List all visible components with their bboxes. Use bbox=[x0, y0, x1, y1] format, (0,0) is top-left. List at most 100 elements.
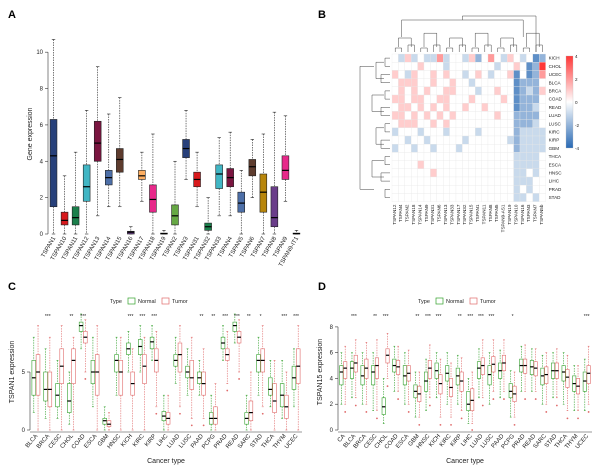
heatmap-cell bbox=[507, 53, 514, 63]
heatmap-cell bbox=[423, 94, 431, 104]
heatmap-cell bbox=[404, 111, 412, 120]
heatmap-cell bbox=[519, 144, 527, 153]
heatmap-cell bbox=[398, 70, 405, 79]
heatmap-row-label: KIRP bbox=[549, 138, 560, 143]
heatmap-legend-tick: -4 bbox=[575, 146, 580, 151]
heatmap-cell bbox=[532, 78, 540, 87]
heatmap-cell bbox=[391, 94, 399, 104]
heatmap-cell bbox=[494, 86, 501, 96]
heatmap-cell bbox=[532, 70, 540, 79]
heatmap-cell bbox=[487, 160, 495, 169]
panel-d-tumor-LIHC-box bbox=[470, 388, 475, 411]
heatmap-cell bbox=[417, 193, 425, 202]
heatmap-cell bbox=[443, 78, 450, 87]
panel-d-significance-label: * bbox=[512, 314, 514, 320]
heatmap-row-label: COAD bbox=[549, 97, 563, 102]
heatmap-cell bbox=[475, 144, 482, 153]
panel-d-outlier bbox=[418, 423, 421, 426]
panel-d-normal-CHOL-box bbox=[381, 397, 386, 415]
panel-c-normal-STAD-box bbox=[256, 354, 261, 373]
heatmap-col-label: TSPAN17 bbox=[456, 204, 461, 225]
heatmap-cell bbox=[411, 70, 418, 79]
heatmap-cell bbox=[519, 176, 527, 186]
heatmap-cell bbox=[411, 127, 418, 137]
heatmap-cell bbox=[436, 176, 444, 186]
panel-c-tumor-PCPG-box bbox=[213, 406, 218, 425]
heatmap-cell bbox=[449, 127, 457, 137]
heatmap-cell bbox=[449, 111, 457, 120]
panel-c-x-tick-label: HNSC bbox=[107, 433, 123, 450]
heatmap-cell bbox=[507, 176, 514, 186]
heatmap-cell bbox=[455, 152, 463, 161]
heatmap-cell bbox=[423, 70, 431, 79]
heatmap-cell bbox=[398, 103, 405, 112]
heatmap-cell bbox=[404, 86, 412, 96]
heatmap-cell bbox=[391, 160, 399, 169]
heatmap-cell bbox=[494, 160, 501, 169]
heatmap-cell bbox=[404, 103, 412, 112]
heatmap-cell bbox=[436, 185, 444, 194]
heatmap-cell bbox=[430, 168, 437, 178]
panel-c-outlier bbox=[261, 412, 264, 415]
panel-d-y-tick-label: 2 bbox=[330, 402, 334, 408]
heatmap-cell bbox=[513, 160, 521, 169]
heatmap-cell bbox=[404, 168, 412, 178]
heatmap-cell bbox=[430, 127, 437, 137]
heatmap-cell bbox=[519, 127, 527, 137]
heatmap-cell bbox=[519, 168, 527, 178]
heatmap-col-label: TSPAN5 bbox=[494, 204, 499, 222]
heatmap-cell bbox=[487, 144, 495, 153]
heatmap-cell bbox=[539, 127, 546, 137]
panel-d-normal-THCA-box bbox=[561, 365, 566, 382]
heatmap-cell bbox=[455, 119, 463, 128]
heatmap-cell bbox=[487, 78, 495, 87]
heatmap-cell bbox=[475, 53, 482, 63]
heatmap-cell bbox=[468, 193, 476, 202]
panel-a-y-tick-label: 2 bbox=[40, 196, 44, 202]
heatmap-cell bbox=[487, 127, 495, 137]
panel-d-outlier bbox=[503, 398, 505, 400]
panel-d-y-tick-label: 0 bbox=[330, 428, 334, 434]
heatmap-cell bbox=[539, 103, 546, 112]
heatmap-cell bbox=[411, 111, 418, 120]
panel-d-normal-BLCA-box bbox=[349, 361, 354, 379]
heatmap-cell bbox=[487, 168, 495, 178]
heatmap-cell bbox=[519, 111, 527, 120]
heatmap-cell bbox=[487, 119, 495, 128]
panel-d-outlier bbox=[365, 411, 368, 413]
heatmap-cell bbox=[462, 152, 469, 161]
panel-a-box-TSPAN1-box bbox=[49, 119, 58, 208]
heatmap-cell bbox=[468, 160, 476, 169]
heatmap-cell bbox=[455, 168, 463, 178]
heatmap-cell bbox=[539, 168, 546, 178]
heatmap-cell bbox=[462, 86, 469, 96]
heatmap-cell bbox=[411, 135, 418, 145]
heatmap-cell bbox=[481, 176, 489, 186]
heatmap-cell bbox=[430, 70, 437, 79]
panel-d-outlier bbox=[524, 398, 527, 400]
heatmap-cell bbox=[462, 193, 469, 202]
heatmap-cell bbox=[449, 103, 457, 112]
heatmap-cell bbox=[468, 152, 476, 161]
heatmap-cell bbox=[404, 152, 412, 161]
panel-c-significance-label: *** bbox=[128, 314, 134, 320]
heatmap-cell bbox=[398, 176, 405, 186]
heatmap-cell bbox=[513, 185, 521, 194]
heatmap-cell bbox=[494, 53, 501, 63]
heatmap-cell bbox=[475, 119, 482, 128]
heatmap-col-label: TSPAN12 bbox=[392, 204, 397, 225]
heatmap-cell bbox=[475, 103, 482, 112]
heatmap-cell bbox=[532, 94, 540, 104]
panel-d-tumor-BRCA-box bbox=[364, 358, 369, 379]
heatmap-cell bbox=[468, 144, 476, 153]
heatmap-cell bbox=[430, 103, 437, 112]
heatmap-cell bbox=[436, 160, 444, 169]
heatmap-cell bbox=[436, 86, 444, 96]
heatmap-cell bbox=[391, 78, 399, 87]
heatmap-cell bbox=[487, 94, 495, 104]
heatmap-cell bbox=[443, 160, 450, 169]
heatmap-cell bbox=[513, 168, 521, 178]
panel-a-y-tick-label: 0 bbox=[40, 232, 44, 238]
panel-c-significance-label: *** bbox=[234, 314, 240, 320]
